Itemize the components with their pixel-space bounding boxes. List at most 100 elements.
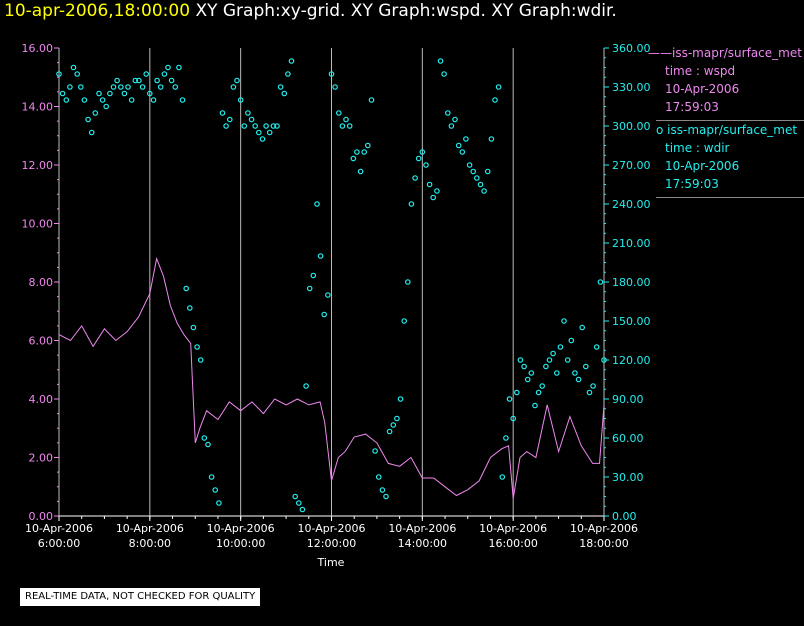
wdir-point <box>513 389 520 396</box>
wdir-point <box>259 136 266 142</box>
wdir-point <box>503 435 509 441</box>
wdir-point <box>499 474 506 480</box>
legend-point-marker: o <box>656 123 668 137</box>
wdir-point <box>270 123 277 129</box>
wdir-point <box>488 136 495 142</box>
wdir-point <box>317 253 324 259</box>
wdir-point <box>92 110 99 116</box>
wdir-point <box>285 71 291 77</box>
wdir-point <box>237 97 244 103</box>
wdir-point <box>528 370 535 376</box>
wdir-point <box>415 155 422 162</box>
wdir-point <box>194 344 200 350</box>
wdir-point <box>448 123 455 129</box>
wdir-point <box>128 97 135 103</box>
wdir-point <box>81 97 88 103</box>
x-tick-label-time: 10:00:00 <box>216 537 265 550</box>
wdir-point <box>455 142 462 149</box>
wdir-point <box>521 363 527 370</box>
wdir-point <box>118 84 124 90</box>
legend-entry-wdir[interactable]: o iss-mapr/surface_met time : wdir 10-Ap… <box>648 121 804 198</box>
wdir-point <box>434 188 440 194</box>
legend-wspd-time: 17:59:03 <box>665 100 719 114</box>
x-tick-label-date: 10-Apr-2006 <box>479 522 547 535</box>
wdir-point <box>121 90 128 97</box>
y-left-tick-label: 6.00 <box>29 335 54 348</box>
wdir-point <box>263 123 269 129</box>
wspd-series <box>58 256 605 499</box>
wdir-point <box>510 415 517 422</box>
wdir-point <box>143 71 150 77</box>
wdir-point <box>59 90 66 97</box>
legend-entry-wspd[interactable]: ——iss-mapr/surface_met time : wspd 10-Ap… <box>648 44 804 121</box>
wdir-point <box>295 500 302 506</box>
wdir-point <box>70 64 77 71</box>
wdir-point <box>183 285 190 292</box>
wdir-point <box>201 435 208 441</box>
wdir-point <box>495 84 502 90</box>
wdir-point <box>357 168 364 175</box>
wdir-point <box>107 90 113 97</box>
wdir-point <box>85 116 91 123</box>
title-timestamp: 10-apr-2006,18:00:00 <box>4 1 191 21</box>
wdir-point <box>321 311 328 318</box>
wdir-point <box>212 487 219 493</box>
wdir-point <box>568 337 575 344</box>
y-right-tick-label: 210.00 <box>612 237 651 250</box>
wdir-point <box>492 97 498 103</box>
wdir-point <box>88 129 95 136</box>
wdir-point <box>582 363 589 370</box>
wdir-point <box>546 357 553 363</box>
wdir-point <box>187 305 193 311</box>
wdir-point <box>99 97 106 103</box>
wdir-point <box>506 396 513 402</box>
x-tick-label-time: 12:00:00 <box>307 537 356 550</box>
legend-wdir-source: o iss-mapr/surface_met <box>656 123 798 137</box>
qc-notice: REAL-TIME DATA, NOT CHECKED FOR QUALITY <box>20 588 261 606</box>
wdir-point <box>444 110 451 116</box>
x-tick-label-date: 10-Apr-2006 <box>570 522 638 535</box>
wdir-point <box>161 71 168 77</box>
wdir-point <box>176 64 182 71</box>
x-tick-label-date: 10-Apr-2006 <box>388 522 456 535</box>
y-right-tick-label: 300.00 <box>612 120 651 133</box>
wdir-point <box>423 162 429 168</box>
wdir-point <box>172 84 179 90</box>
wdir-point <box>216 500 222 506</box>
wdir-point <box>466 162 473 168</box>
legend-wspd-source: ——iss-mapr/surface_met <box>648 46 802 60</box>
y-right-tick-label: 330.00 <box>612 81 651 94</box>
wdir-point <box>532 402 538 409</box>
wdir-point <box>136 77 142 84</box>
legend-wspd-var: time : wspd <box>665 64 736 78</box>
x-tick-label-time: 14:00:00 <box>398 537 447 550</box>
wdir-point <box>550 350 556 357</box>
x-axis-title: Time <box>317 556 345 569</box>
wdir-point <box>63 97 70 103</box>
wdir-point <box>473 175 480 181</box>
y-right-tick-label: 240.00 <box>612 198 651 211</box>
page-title: 10-apr-2006,18:00:00 XY Graph:xy-grid. X… <box>4 0 617 22</box>
wdir-point <box>383 493 389 500</box>
y-left-tick-label: 2.00 <box>29 452 54 465</box>
wdir-point <box>103 103 110 110</box>
wdir-point <box>147 90 153 97</box>
y-left-tick-label: 16.00 <box>22 42 54 55</box>
wdir-point <box>543 363 549 370</box>
x-tick-label-time: 8:00:00 <box>129 537 171 550</box>
wdir-point <box>481 188 487 194</box>
legend: ——iss-mapr/surface_met time : wspd 10-Ap… <box>648 44 804 198</box>
wdir-point <box>575 376 582 383</box>
wdir-point <box>197 357 204 363</box>
wdir-point <box>470 168 477 175</box>
wdir-point <box>372 448 378 454</box>
wdir-point <box>346 123 353 129</box>
wdir-point <box>535 389 542 396</box>
wdir-point <box>125 84 131 90</box>
y-axis-right: 0.00 30.00 60.00 90.00 120.00 150.00 180.00 210… <box>604 42 651 523</box>
wdir-point <box>227 116 233 123</box>
wdir-point <box>404 279 411 285</box>
wdir-point <box>441 71 447 77</box>
wdir-point <box>593 344 600 350</box>
title-graph-list: XY Graph:xy-grid. XY Graph:wspd. XY Grap… <box>195 1 617 21</box>
